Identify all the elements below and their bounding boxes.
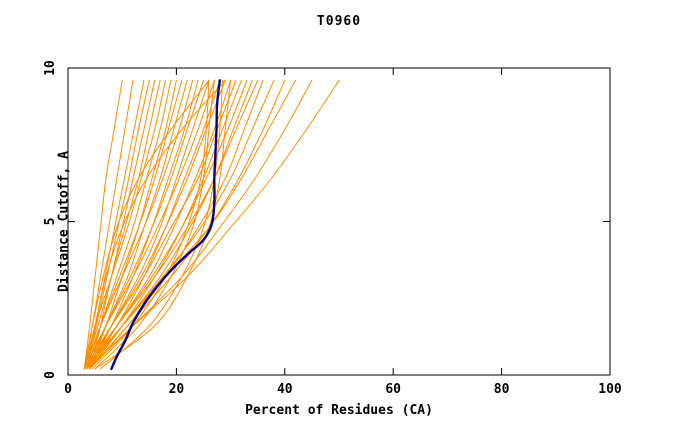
model-curve — [83, 79, 210, 370]
model-curve — [86, 79, 150, 370]
model-curve — [83, 79, 194, 370]
model-curve — [94, 79, 232, 370]
model-curve — [83, 79, 123, 370]
x-tick-label: 80 — [494, 382, 510, 397]
x-axis-label: Percent of Residues (CA) — [245, 403, 433, 418]
y-axis-label: Distance Cutoff, A — [56, 151, 72, 292]
chart-title: T0960 — [316, 14, 362, 29]
x-tick-label: 40 — [277, 382, 293, 397]
model-curve — [83, 79, 237, 370]
model-curve — [100, 79, 223, 370]
x-tick-label: 0 — [64, 382, 72, 397]
model-curve — [83, 79, 226, 370]
x-tick-label: 60 — [385, 382, 401, 397]
model-curve — [83, 79, 215, 370]
model-curve — [86, 79, 340, 370]
y-tick-label: 0 — [43, 371, 58, 379]
model-curve — [89, 79, 264, 370]
x-tick-label: 100 — [598, 382, 622, 397]
model-curve — [91, 79, 210, 370]
y-tick-label: 5 — [43, 218, 58, 226]
model-curve — [89, 79, 242, 370]
plot-border — [67, 67, 611, 376]
x-tick-label: 20 — [169, 382, 185, 397]
model-curve — [94, 79, 215, 370]
y-tick-label: 10 — [43, 60, 58, 76]
highlight-curve — [110, 79, 221, 371]
model-curve — [89, 79, 253, 370]
model-curve — [83, 79, 259, 370]
model-curve — [83, 79, 297, 370]
